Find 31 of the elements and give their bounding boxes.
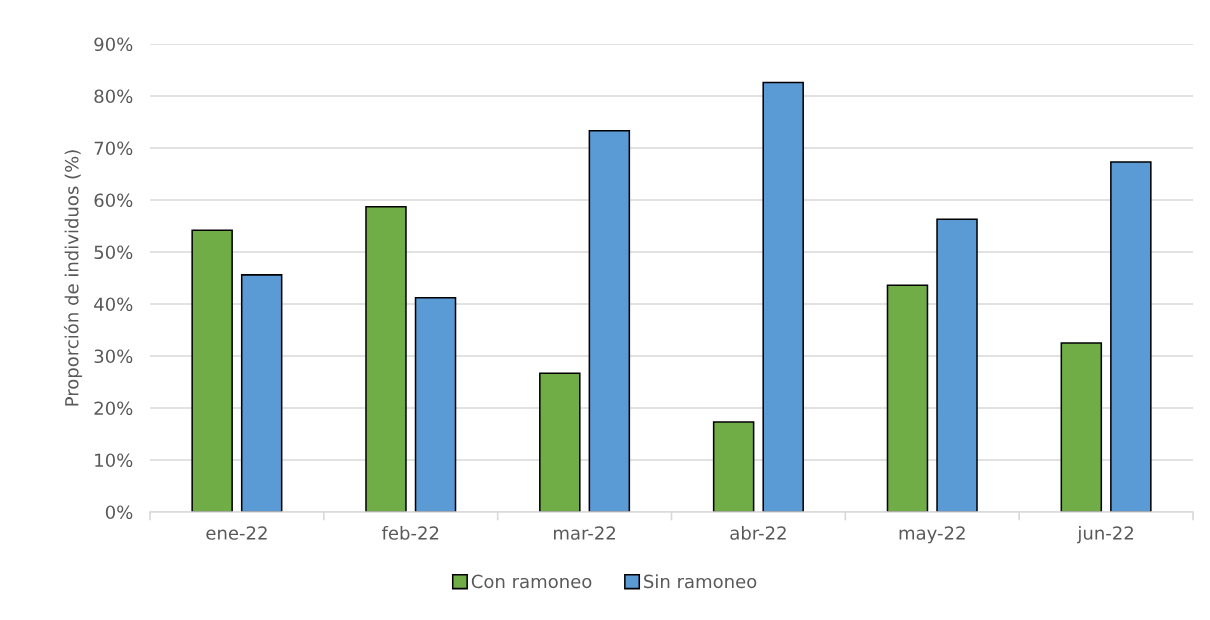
x-tick-label: feb-22: [381, 525, 439, 540]
x-tick-label: may-22: [899, 526, 965, 544]
bar: [712, 421, 755, 512]
y-tick-label: 40%: [94, 297, 133, 312]
bar: [1110, 161, 1152, 512]
bar: [1060, 342, 1103, 512]
bar: [886, 284, 929, 512]
y-axis-title: Proporción de individuos (%): [63, 150, 83, 406]
bar: [191, 229, 233, 512]
bar: [762, 81, 804, 512]
legend-label: Sin ramoneo: [644, 574, 757, 589]
bar: [936, 218, 978, 512]
y-tick-label: 10%: [95, 453, 133, 468]
legend-label: Con ramoneo: [471, 574, 592, 589]
y-tick-label: 70%: [94, 141, 133, 156]
y-tick-label: 20%: [94, 401, 133, 416]
y-tick-label: 90%: [94, 37, 133, 52]
x-tick-label: mar-22: [554, 526, 615, 540]
y-tick-label: 80%: [94, 89, 133, 104]
bar: [240, 274, 283, 512]
bar: [539, 372, 581, 512]
y-tick-label: 50%: [94, 245, 133, 260]
bar: [588, 130, 631, 512]
x-tick-label: jun-22: [1077, 525, 1133, 544]
y-tick-label: 0%: [105, 505, 133, 520]
y-tick-label: 30%: [94, 349, 133, 364]
x-tick-label: ene-22: [206, 526, 267, 540]
x-tick-label: abr-22: [730, 525, 786, 540]
bar: [414, 296, 457, 512]
y-tick-label: 60%: [94, 193, 133, 208]
bar: [365, 205, 407, 512]
